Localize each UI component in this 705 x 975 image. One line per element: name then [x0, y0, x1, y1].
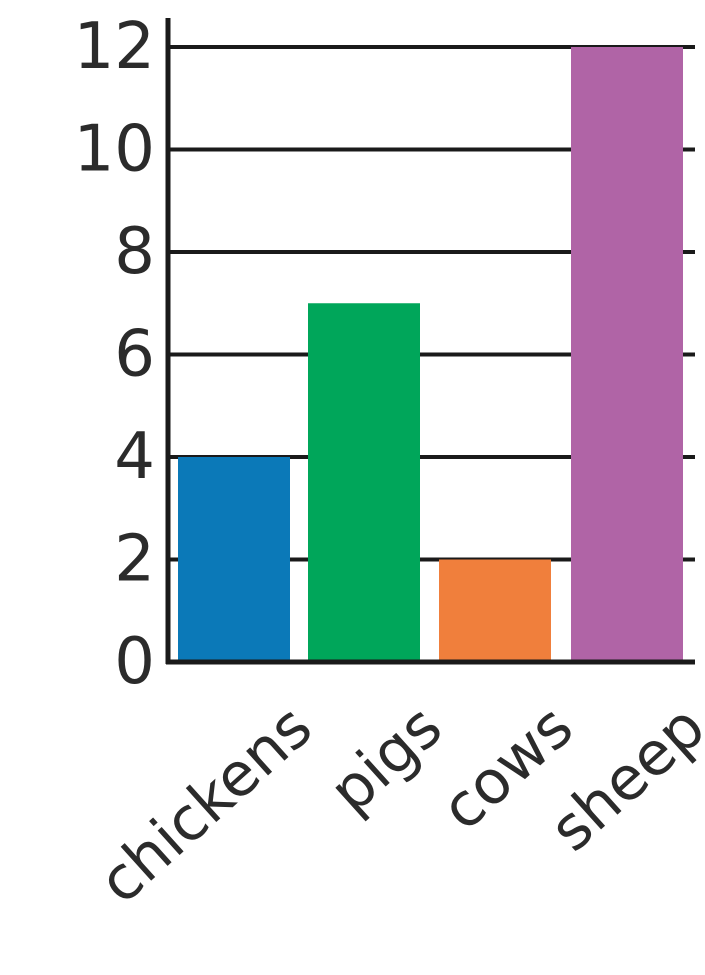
y-tick-label: 0 [114, 625, 155, 699]
bars [178, 47, 683, 662]
bar-pigs [308, 303, 420, 662]
x-tick-label: chickens [86, 692, 326, 918]
bar-sheep [571, 47, 683, 662]
bar-cows [439, 559, 551, 662]
y-tick-label: 12 [74, 10, 155, 84]
y-tick-label: 4 [114, 420, 155, 494]
y-tick-labels: 0 2 4 6 8 10 12 [74, 10, 155, 699]
axes [165, 18, 695, 665]
y-tick-label: 8 [114, 215, 155, 289]
bar-chickens [178, 457, 290, 662]
x-tick-label: pigs [316, 692, 455, 827]
y-tick-label: 6 [114, 318, 155, 392]
y-tick-label: 2 [114, 523, 155, 597]
y-tick-label: 10 [74, 113, 155, 187]
